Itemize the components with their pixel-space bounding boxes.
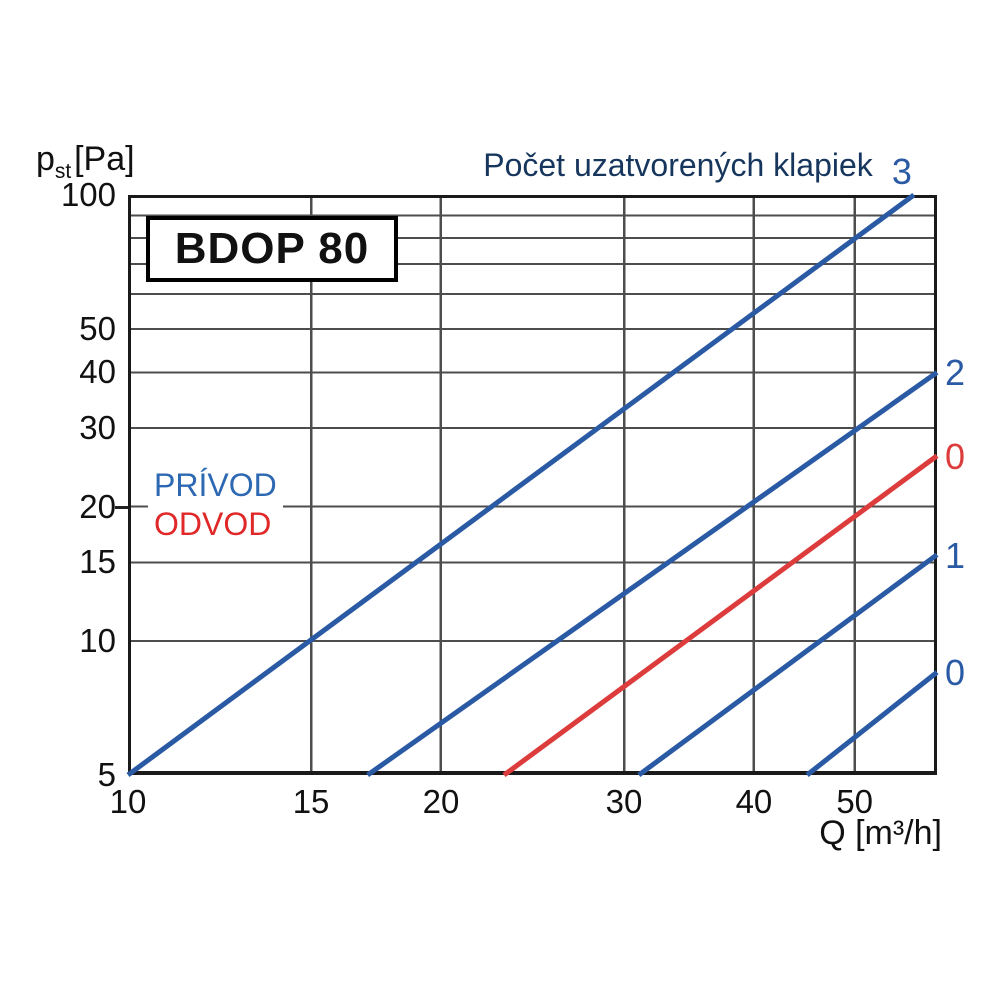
y-axis-unit-label: pst [Pa] <box>36 140 135 184</box>
series-line-privod-1 <box>637 552 939 778</box>
legend: PRÍVOD ODVOD <box>148 466 283 544</box>
series-line-privod-2 <box>366 370 939 778</box>
series-line-privod-0 <box>805 670 939 777</box>
x-tick-label-20: 20 <box>422 783 460 820</box>
y-tick-label-20: 20 <box>79 487 116 525</box>
model-label: BDOP 80 <box>174 224 370 273</box>
legend-item-privod: PRÍVOD <box>154 467 277 503</box>
y-axis-symbol-subscript: st <box>54 159 72 183</box>
y-tick-label-30: 30 <box>79 409 116 447</box>
y-tick-label-15: 15 <box>79 543 116 581</box>
curve-label-privod-0: 0 <box>945 652 966 694</box>
curve-label-privod-1: 1 <box>945 534 966 576</box>
x-tick-label-10: 10 <box>109 783 147 820</box>
curve-label-privod-2: 2 <box>945 352 966 394</box>
y-tick-label-40: 40 <box>79 353 116 391</box>
y-tick-label-5: 5 <box>97 756 116 793</box>
y-axis-unit: [Pa] <box>74 140 135 178</box>
series-line-odvod-0 <box>502 453 939 778</box>
curve-label-odvod-0: 0 <box>945 435 966 477</box>
x-tick-label-15: 15 <box>292 783 330 820</box>
y-tick-label-100: 100 <box>60 176 116 213</box>
x-axis-unit-label: Q [m³/h] <box>819 814 942 852</box>
legend-item-odvod: ODVOD <box>154 506 272 542</box>
x-tick-label-50: 50 <box>836 783 874 820</box>
chart-title: Počet uzatvorených klapiek <box>483 147 873 183</box>
y-tickmark-20 <box>115 505 128 509</box>
x-tick-label-30: 30 <box>605 783 643 820</box>
y-tick-label-50: 50 <box>79 310 116 348</box>
x-tick-label-40: 40 <box>735 783 773 820</box>
series-line-privod-3 <box>126 192 916 778</box>
model-label-box: BDOP 80 <box>146 216 398 282</box>
curve-label-privod-3: 3 <box>891 151 912 192</box>
y-tick-label-10: 10 <box>79 621 116 659</box>
y-axis-symbol: p <box>36 140 55 178</box>
